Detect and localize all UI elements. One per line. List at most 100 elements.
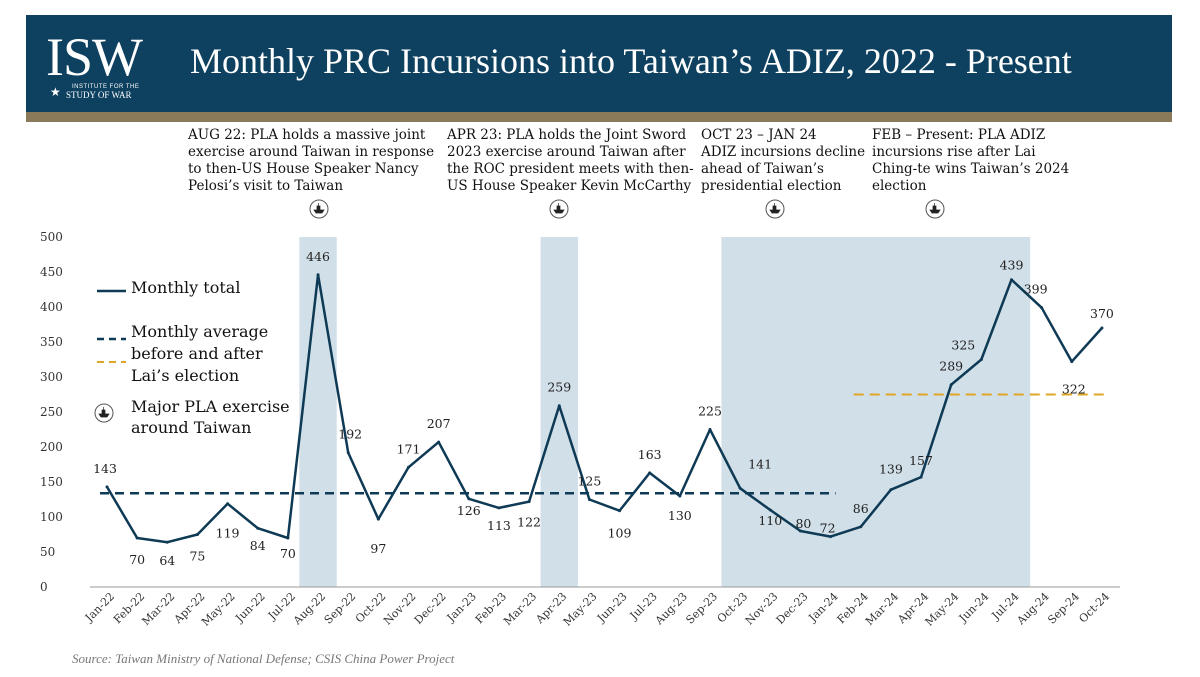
x-tick-label: Aug-24	[1014, 590, 1052, 628]
logo-wordmark: ISW	[46, 27, 143, 87]
data-label: 125	[577, 474, 601, 489]
data-point	[618, 509, 622, 513]
data-label: 163	[638, 447, 662, 462]
ship-icon-glyph	[553, 203, 565, 214]
data-label: 141	[748, 456, 772, 471]
data-label: 97	[370, 541, 386, 556]
data-label: 86	[853, 501, 869, 516]
data-label: 259	[547, 380, 571, 395]
y-tick-label: 100	[40, 510, 63, 524]
data-point	[437, 440, 441, 444]
data-point	[919, 475, 923, 479]
isw-logo: ISW ★ INSTITUTE FOR THE STUDY OF WAR	[46, 30, 176, 100]
data-label: 399	[1024, 282, 1048, 297]
data-point	[557, 404, 561, 408]
data-point	[1040, 306, 1044, 310]
data-point	[105, 485, 109, 489]
logo-subtitle-bottom: STUDY OF WAR	[66, 90, 132, 100]
data-label: 130	[668, 508, 692, 523]
data-point	[648, 471, 652, 475]
x-tick-label: Dec-23	[774, 590, 811, 627]
page-title: Monthly PRC Incursions into Taiwan’s ADI…	[190, 41, 1072, 81]
data-point	[346, 451, 350, 455]
data-point	[738, 486, 742, 490]
y-tick-label: 250	[40, 405, 63, 419]
x-tick-label: May-22	[199, 590, 238, 629]
data-label: 370	[1090, 306, 1114, 321]
data-point	[1100, 326, 1104, 330]
data-label: 143	[93, 461, 117, 476]
y-tick-label: 350	[40, 335, 63, 349]
data-point	[798, 529, 802, 533]
data-point	[587, 498, 591, 501]
data-label: 192	[338, 427, 362, 442]
ship-icon-glyph	[929, 203, 941, 214]
x-tick-label: Mar-22	[139, 590, 177, 628]
x-tick-label: Oct-24	[1076, 590, 1112, 626]
title-banner	[26, 15, 1172, 112]
shaded-period-2	[721, 237, 850, 587]
data-label: 109	[608, 526, 632, 541]
shaded-period-3	[842, 237, 1031, 587]
y-tick-label: 200	[40, 440, 63, 454]
y-tick-label: 150	[40, 475, 63, 489]
x-tick-label: Jun-24	[956, 590, 992, 626]
legend-label-average: Lai’s election	[131, 366, 239, 385]
data-label: 225	[698, 404, 722, 419]
data-label: 70	[129, 552, 145, 567]
data-point	[407, 465, 410, 469]
data-label: 113	[487, 518, 511, 533]
ship-icon-glyph	[769, 203, 781, 214]
data-point	[1070, 360, 1074, 364]
data-point	[1010, 278, 1013, 282]
annotation-4-line: Ching-te wins Taiwan’s 2024	[872, 161, 1069, 177]
annotation-1-line: Pelosi’s visit to Taiwan	[188, 178, 343, 194]
data-point	[165, 540, 169, 544]
data-point	[497, 506, 501, 510]
x-tick-label: Nov-23	[743, 590, 781, 628]
x-tick-label: Sep-22	[322, 590, 359, 627]
data-point	[949, 383, 953, 387]
data-point	[316, 273, 320, 277]
x-tick-label: May-23	[561, 590, 600, 629]
data-label: 80	[795, 516, 811, 531]
legend-label-monthly-total: Monthly total	[131, 278, 240, 297]
annotation-2-line: 2023 exercise around Taiwan after	[447, 144, 686, 160]
shaded-period-1	[540, 237, 578, 587]
x-tick-label: Sep-24	[1045, 590, 1082, 627]
y-tick-label: 450	[40, 265, 63, 279]
data-label: 325	[951, 338, 975, 353]
logo-subtitle-top: INSTITUTE FOR THE	[72, 84, 140, 90]
x-tick-label: Aug-23	[652, 590, 690, 628]
ship-icon-glyph	[313, 203, 325, 214]
data-label: 322	[1062, 382, 1086, 397]
annotation-2-line: US House Speaker Kevin McCarthy	[447, 178, 692, 194]
data-label: 439	[1000, 258, 1024, 273]
legend-label-exercise: Major PLA exercise	[131, 397, 290, 416]
annotation-2-line: APR 23: PLA holds the Joint Sword	[446, 127, 686, 143]
shaded-period-0	[299, 237, 337, 587]
data-point	[256, 526, 260, 530]
y-tick-label: 0	[40, 580, 48, 594]
annotation-1-line: AUG 22: PLA holds a massive joint	[187, 127, 426, 143]
data-label: 157	[909, 453, 933, 468]
data-point	[286, 536, 290, 540]
data-point	[135, 536, 139, 540]
data-label: 126	[457, 503, 481, 518]
legend-ship-icon-glyph	[98, 407, 110, 418]
data-point	[859, 525, 863, 529]
data-label: 119	[216, 526, 240, 541]
data-point	[708, 428, 712, 431]
data-label: 64	[159, 553, 175, 568]
x-tick-label: Jan-23	[444, 590, 479, 625]
annotation-2-line: the ROC president meets with then-	[447, 161, 694, 177]
data-label: 110	[758, 513, 782, 528]
annotation-4-line: election	[872, 178, 927, 194]
x-tick-label: Jun-23	[594, 590, 630, 626]
data-point	[768, 508, 772, 512]
x-tick-label: Dec-22	[412, 590, 449, 627]
annotation-1-line: exercise around Taiwan in response	[188, 144, 434, 160]
legend-label-average: before and after	[131, 344, 263, 363]
series-line-monthly-total	[105, 273, 1103, 544]
data-label: 70	[280, 546, 296, 561]
